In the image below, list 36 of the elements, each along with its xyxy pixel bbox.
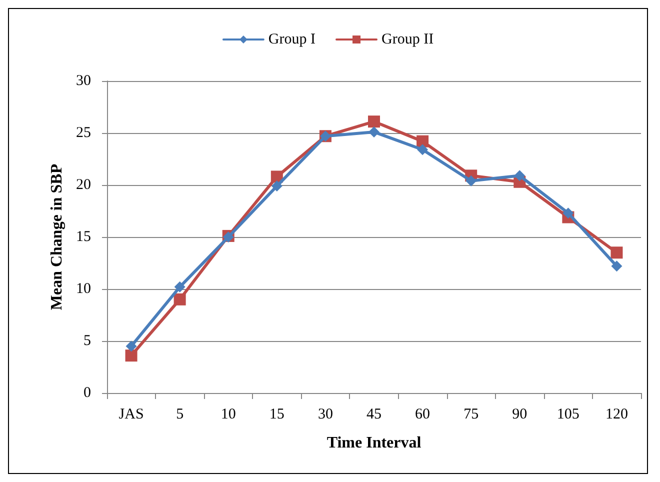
- point: [271, 180, 282, 192]
- y-tick-label: 5: [84, 333, 91, 349]
- point: [417, 144, 428, 156]
- point: [126, 340, 137, 352]
- point: [125, 350, 138, 362]
- x-tick-label: 90: [512, 406, 528, 422]
- y-axis-title: Mean Change in SBP: [48, 164, 66, 310]
- x-tick-label: 30: [318, 406, 333, 422]
- y-tick-label: 15: [76, 229, 91, 245]
- point: [368, 116, 380, 128]
- point: [466, 175, 477, 186]
- point: [611, 260, 622, 272]
- legend-label: Group II: [382, 32, 434, 48]
- point: [562, 208, 574, 219]
- x-tick-label: 45: [366, 406, 382, 422]
- point: [416, 135, 429, 148]
- x-axis-title: Time Interval: [326, 434, 422, 452]
- point: [174, 281, 186, 292]
- x-tick-label: 105: [556, 406, 580, 422]
- point: [610, 246, 623, 259]
- point: [174, 293, 186, 306]
- y-tick-label: 0: [84, 385, 91, 401]
- legend-label: Group I: [268, 32, 316, 48]
- x-tick-label: 120: [605, 406, 628, 422]
- x-tick-label: 75: [464, 406, 479, 422]
- x-tick-label: 5: [176, 406, 184, 422]
- x-tick-label: 10: [220, 406, 236, 422]
- x-tick-label: 15: [269, 406, 284, 422]
- y-tick-label: 10: [76, 281, 91, 297]
- y-tick-label: 30: [76, 73, 91, 89]
- point: [514, 170, 526, 182]
- y-tick-label: 20: [76, 177, 91, 193]
- point: [368, 126, 380, 138]
- y-tick-label: 25: [76, 125, 91, 141]
- x-tick-label: 60: [415, 406, 430, 422]
- x-tick-label: JAS: [118, 406, 144, 422]
